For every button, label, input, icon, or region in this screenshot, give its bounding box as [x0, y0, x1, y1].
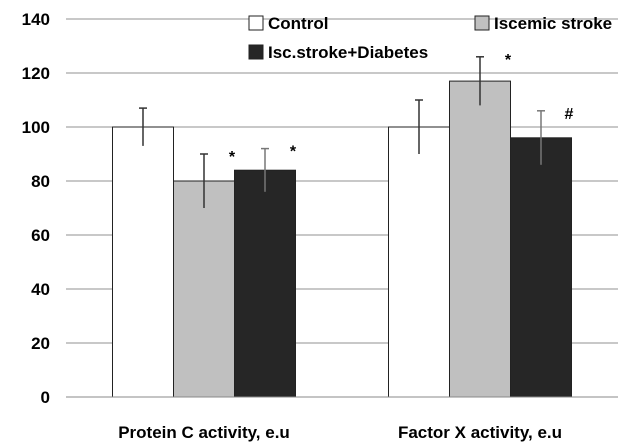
bar	[112, 126, 174, 398]
y-tick-label: 80	[31, 172, 50, 191]
significance-mark: *	[290, 144, 297, 161]
significance-mark: *	[229, 149, 236, 166]
y-tick-label: 120	[22, 64, 50, 83]
category-label: Protein C activity, e.u	[118, 423, 290, 442]
y-tick-label: 40	[31, 280, 50, 299]
bar	[510, 137, 572, 398]
legend-label: Control	[268, 14, 328, 33]
bar	[449, 80, 511, 398]
y-tick-label: 20	[31, 334, 50, 353]
bar	[234, 169, 296, 398]
legend-label: Iscemic stroke	[494, 14, 612, 33]
significance-mark: #	[565, 106, 574, 123]
legend-swatch	[474, 15, 490, 31]
category-label: Factor X activity, e.u	[398, 423, 562, 442]
bar	[388, 126, 450, 398]
y-tick-label: 0	[41, 388, 50, 407]
y-tick-label: 100	[22, 118, 50, 137]
y-tick-label: 140	[22, 10, 50, 29]
legend: Control Iscemic stroke Isc.stroke+Diabetes	[248, 14, 612, 62]
y-tick-label: 60	[31, 226, 50, 245]
y-axis-ticks: 0 20 40 60 80 100 120 140	[22, 10, 50, 407]
legend-label: Isc.stroke+Diabetes	[268, 43, 428, 62]
significance-annotations: * * * #	[229, 52, 574, 166]
bar	[173, 180, 235, 398]
bars	[112, 80, 572, 398]
category-labels: Protein C activity, e.u Factor X activity…	[118, 423, 562, 442]
error-bars	[139, 56, 545, 208]
legend-swatch	[248, 44, 264, 60]
significance-mark: *	[505, 52, 512, 69]
legend-swatch	[248, 15, 264, 31]
